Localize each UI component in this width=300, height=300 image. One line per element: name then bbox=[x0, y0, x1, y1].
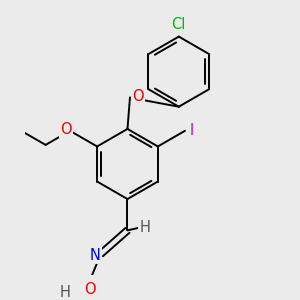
Text: O: O bbox=[84, 282, 96, 297]
Text: Cl: Cl bbox=[172, 17, 186, 32]
Text: I: I bbox=[190, 123, 194, 138]
Text: O: O bbox=[132, 88, 144, 104]
Text: H: H bbox=[139, 220, 150, 236]
Text: H: H bbox=[59, 285, 70, 300]
Text: O: O bbox=[60, 122, 72, 137]
Text: N: N bbox=[90, 248, 101, 263]
